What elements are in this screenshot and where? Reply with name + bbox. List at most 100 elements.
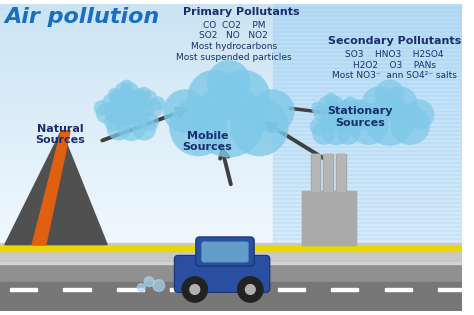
- Bar: [273, 230, 462, 235]
- Circle shape: [133, 88, 145, 100]
- Bar: [331, 288, 358, 291]
- Circle shape: [192, 84, 265, 158]
- Bar: [0, 282, 462, 311]
- Bar: [0, 71, 462, 76]
- Circle shape: [104, 113, 122, 131]
- Bar: [273, 47, 462, 52]
- Bar: [0, 118, 462, 123]
- Bar: [273, 55, 462, 60]
- Bar: [0, 67, 462, 72]
- Circle shape: [246, 285, 255, 294]
- Bar: [273, 126, 462, 131]
- Circle shape: [331, 110, 353, 132]
- Bar: [273, 99, 462, 104]
- Bar: [171, 288, 198, 291]
- Bar: [273, 162, 462, 167]
- Bar: [273, 123, 462, 127]
- Bar: [278, 288, 305, 291]
- Bar: [0, 210, 462, 215]
- Bar: [0, 206, 462, 211]
- Circle shape: [365, 96, 414, 146]
- Circle shape: [338, 102, 351, 115]
- Bar: [10, 288, 37, 291]
- Bar: [64, 288, 91, 291]
- Circle shape: [107, 116, 131, 140]
- Bar: [0, 234, 462, 239]
- Bar: [273, 194, 462, 199]
- Bar: [0, 23, 462, 28]
- Bar: [273, 214, 462, 219]
- Bar: [273, 190, 462, 195]
- Circle shape: [140, 90, 157, 107]
- Bar: [0, 150, 462, 155]
- Circle shape: [169, 98, 228, 156]
- Bar: [0, 174, 462, 179]
- Bar: [273, 63, 462, 68]
- Bar: [273, 87, 462, 92]
- Bar: [273, 206, 462, 211]
- Circle shape: [338, 105, 364, 131]
- Circle shape: [310, 118, 327, 135]
- Bar: [0, 162, 462, 167]
- Circle shape: [123, 96, 137, 110]
- Bar: [273, 91, 462, 95]
- Bar: [336, 154, 346, 191]
- Bar: [0, 39, 462, 44]
- Circle shape: [114, 105, 137, 127]
- Bar: [0, 47, 462, 52]
- Circle shape: [116, 111, 146, 141]
- Bar: [0, 166, 462, 171]
- Bar: [0, 218, 462, 223]
- Circle shape: [122, 100, 141, 119]
- Circle shape: [151, 96, 165, 110]
- Bar: [273, 43, 462, 48]
- Bar: [273, 51, 462, 56]
- Bar: [0, 202, 462, 207]
- Bar: [273, 218, 462, 223]
- Circle shape: [343, 97, 358, 112]
- Bar: [0, 194, 462, 199]
- Bar: [273, 67, 462, 72]
- Circle shape: [237, 277, 263, 302]
- Circle shape: [153, 280, 164, 291]
- Bar: [0, 19, 462, 24]
- Bar: [273, 198, 462, 203]
- Bar: [0, 126, 462, 131]
- Bar: [273, 79, 462, 84]
- Circle shape: [144, 277, 154, 287]
- Bar: [0, 246, 462, 250]
- Circle shape: [320, 100, 342, 122]
- Bar: [273, 114, 462, 119]
- Bar: [0, 135, 462, 139]
- Bar: [385, 288, 412, 291]
- Bar: [0, 226, 462, 231]
- Bar: [0, 99, 462, 104]
- Bar: [311, 154, 320, 191]
- Circle shape: [127, 90, 143, 106]
- Text: Secondary Pollutants: Secondary Pollutants: [328, 36, 461, 46]
- Circle shape: [328, 96, 344, 112]
- Circle shape: [312, 122, 336, 145]
- Circle shape: [94, 100, 109, 116]
- Bar: [273, 146, 462, 151]
- Bar: [224, 288, 251, 291]
- Circle shape: [117, 103, 138, 124]
- Bar: [337, 154, 345, 191]
- Bar: [0, 43, 462, 48]
- Bar: [0, 11, 462, 16]
- Bar: [0, 31, 462, 36]
- Bar: [273, 3, 462, 8]
- Bar: [0, 178, 462, 183]
- Bar: [0, 35, 462, 40]
- Circle shape: [313, 104, 331, 122]
- Bar: [438, 288, 465, 291]
- Bar: [0, 262, 462, 264]
- Circle shape: [311, 102, 325, 115]
- Circle shape: [109, 90, 125, 105]
- Circle shape: [251, 89, 295, 133]
- Circle shape: [319, 110, 341, 132]
- Bar: [0, 222, 462, 227]
- Text: Primary Pollutants: Primary Pollutants: [183, 7, 300, 17]
- Circle shape: [96, 103, 117, 124]
- Polygon shape: [32, 131, 70, 245]
